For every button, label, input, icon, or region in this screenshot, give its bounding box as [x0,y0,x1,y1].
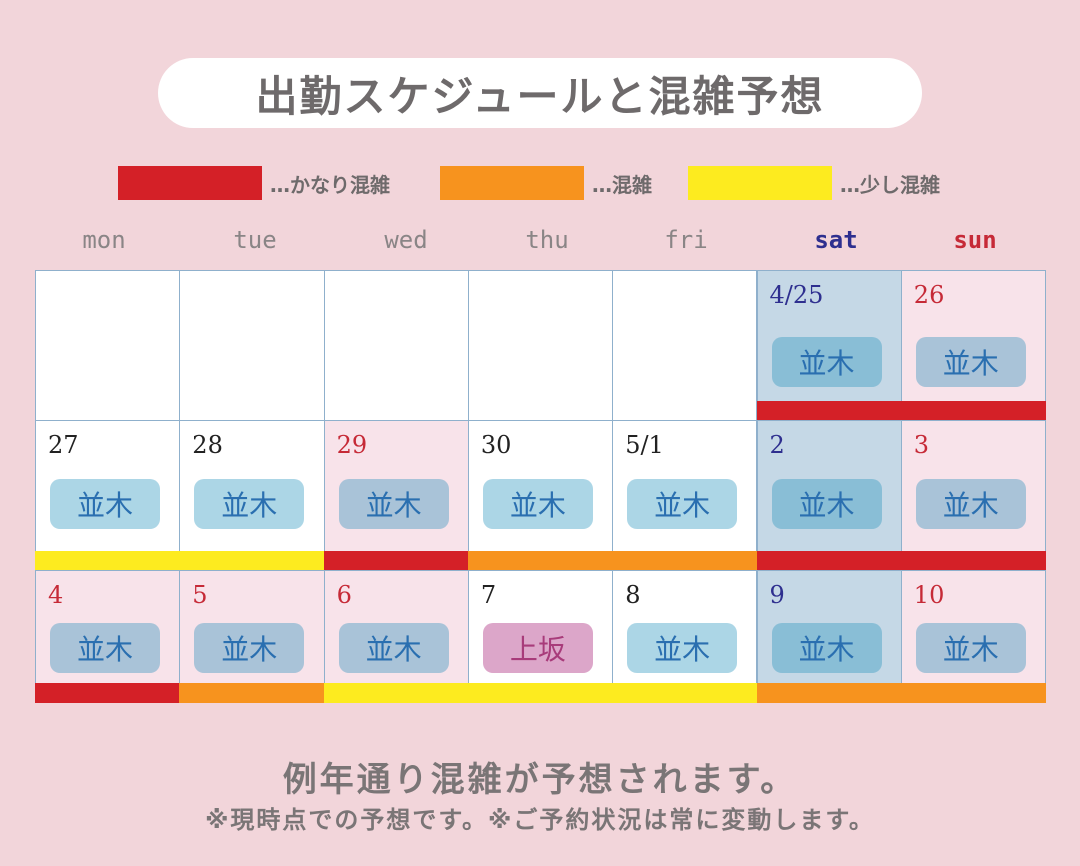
staff-badge[interactable]: 並木 [194,479,305,529]
calendar-day-cell[interactable]: 6 並木 [323,570,469,703]
calendar-day-cell[interactable]: 3 並木 [900,420,1047,571]
calendar-day-cell[interactable]: 29 並木 [323,420,469,571]
staff-badge[interactable]: 上坂 [482,623,593,673]
crowd-level-bar [756,551,902,571]
calendar-day-cell[interactable]: 9 並木 [756,570,902,703]
calendar-day-cell[interactable]: 30 並木 [467,420,614,571]
legend-swatch-red [118,166,262,200]
legend-label: …かなり混雑 [270,172,390,197]
weekday-tue: tue [233,226,277,254]
day-number: 29 [336,431,368,459]
legend-item-crowded: …混雑 [440,166,652,200]
calendar-day-cell[interactable]: 26 並木 [900,270,1047,421]
day-number: 4 [48,581,64,609]
day-number: 3 [913,431,930,459]
staff-badge[interactable]: 並木 [915,337,1026,387]
weekday-mon: mon [82,226,126,254]
crowd-level-bar [323,683,469,703]
day-number: 2 [769,431,785,459]
page-title: 出勤スケジュールと混雑予想 [158,58,922,128]
calendar-day-cell[interactable]: 4/25 並木 [756,270,902,421]
legend-label: …混雑 [592,172,652,197]
staff-badge[interactable]: 並木 [771,623,882,673]
day-number: 10 [913,581,945,609]
staff-badge[interactable]: 並木 [915,479,1026,529]
calendar-day-cell[interactable]: 28 並木 [179,420,325,571]
crowd-level-bar [35,551,181,571]
calendar-day-cell[interactable] [35,270,181,421]
day-number: 6 [336,581,352,609]
weekday-thu: thu [525,226,569,254]
calendar-day-cell[interactable] [179,270,325,421]
crowd-level-bar [179,551,325,571]
day-number: 5 [192,581,208,609]
staff-badge[interactable]: 並木 [627,623,738,673]
crowd-level-bar [467,551,614,571]
crowd-level-bar [612,683,758,703]
calendar-day-cell[interactable]: 8 並木 [612,570,758,703]
calendar-day-cell[interactable]: 4 並木 [35,570,181,703]
staff-badge[interactable]: 並木 [50,479,160,529]
day-number: 30 [480,431,512,459]
weekday-sun: sun [953,226,997,254]
footer-note-text: ※現時点での予想です。※ご予約状況は常に変動します。 [205,806,875,834]
day-number: 7 [480,581,497,609]
staff-badge[interactable]: 並木 [771,479,882,529]
crowd-level-bar [179,683,325,703]
legend-label: …少し混雑 [840,172,940,197]
day-number: 27 [48,431,79,459]
staff-badge[interactable]: 並木 [338,479,449,529]
crowd-level-bar [612,551,758,571]
day-number: 9 [769,581,785,609]
day-number: 5/1 [625,431,664,459]
calendar-day-cell[interactable]: 2 並木 [756,420,902,571]
day-number: 8 [625,581,641,609]
calendar-day-cell[interactable]: 10 並木 [900,570,1047,703]
legend-swatch-orange [440,166,584,200]
staff-badge[interactable]: 並木 [915,623,1026,673]
day-number: 26 [913,281,945,309]
calendar-day-cell[interactable] [612,270,758,421]
staff-badge[interactable]: 並木 [627,479,738,529]
staff-badge[interactable]: 並木 [482,479,593,529]
legend-item-slightly-crowded: …少し混雑 [688,166,940,200]
weekday-fri: fri [664,226,708,254]
staff-badge[interactable]: 並木 [194,623,305,673]
staff-badge[interactable]: 並木 [338,623,449,673]
calendar-day-cell[interactable]: 27 並木 [35,420,181,571]
day-number: 4/25 [769,281,824,309]
day-number: 28 [192,431,223,459]
staff-badge[interactable]: 並木 [50,623,160,673]
calendar-day-cell[interactable]: 5/1 並木 [612,420,758,571]
crowd-level-bar [756,683,902,703]
footer-main-text: 例年通り混雑が予想されます。 [282,760,798,800]
crowd-level-bar [35,683,181,703]
staff-badge[interactable]: 並木 [771,337,882,387]
weekday-sat: sat [814,226,858,254]
crowd-level-bar [900,401,1047,421]
crowd-level-bar [900,551,1047,571]
legend-swatch-yellow [688,166,832,200]
calendar-day-cell[interactable]: 5 並木 [179,570,325,703]
crowd-level-bar [900,683,1047,703]
crowd-level-bar [467,683,614,703]
calendar-day-cell[interactable] [467,270,614,421]
crowd-level-bar [323,551,469,571]
calendar-day-cell[interactable] [323,270,469,421]
legend-item-very-crowded: …かなり混雑 [118,166,390,200]
calendar-day-cell[interactable]: 7 上坂 [467,570,614,703]
weekday-wed: wed [384,226,428,254]
calendar-grid: 4/25 並木 26 並木 27 並木 28 並木 29 並木 30 並木 5/1 並木 2 並木 3 並木 4 並木… [35,270,1047,722]
crowd-level-bar [756,401,902,421]
